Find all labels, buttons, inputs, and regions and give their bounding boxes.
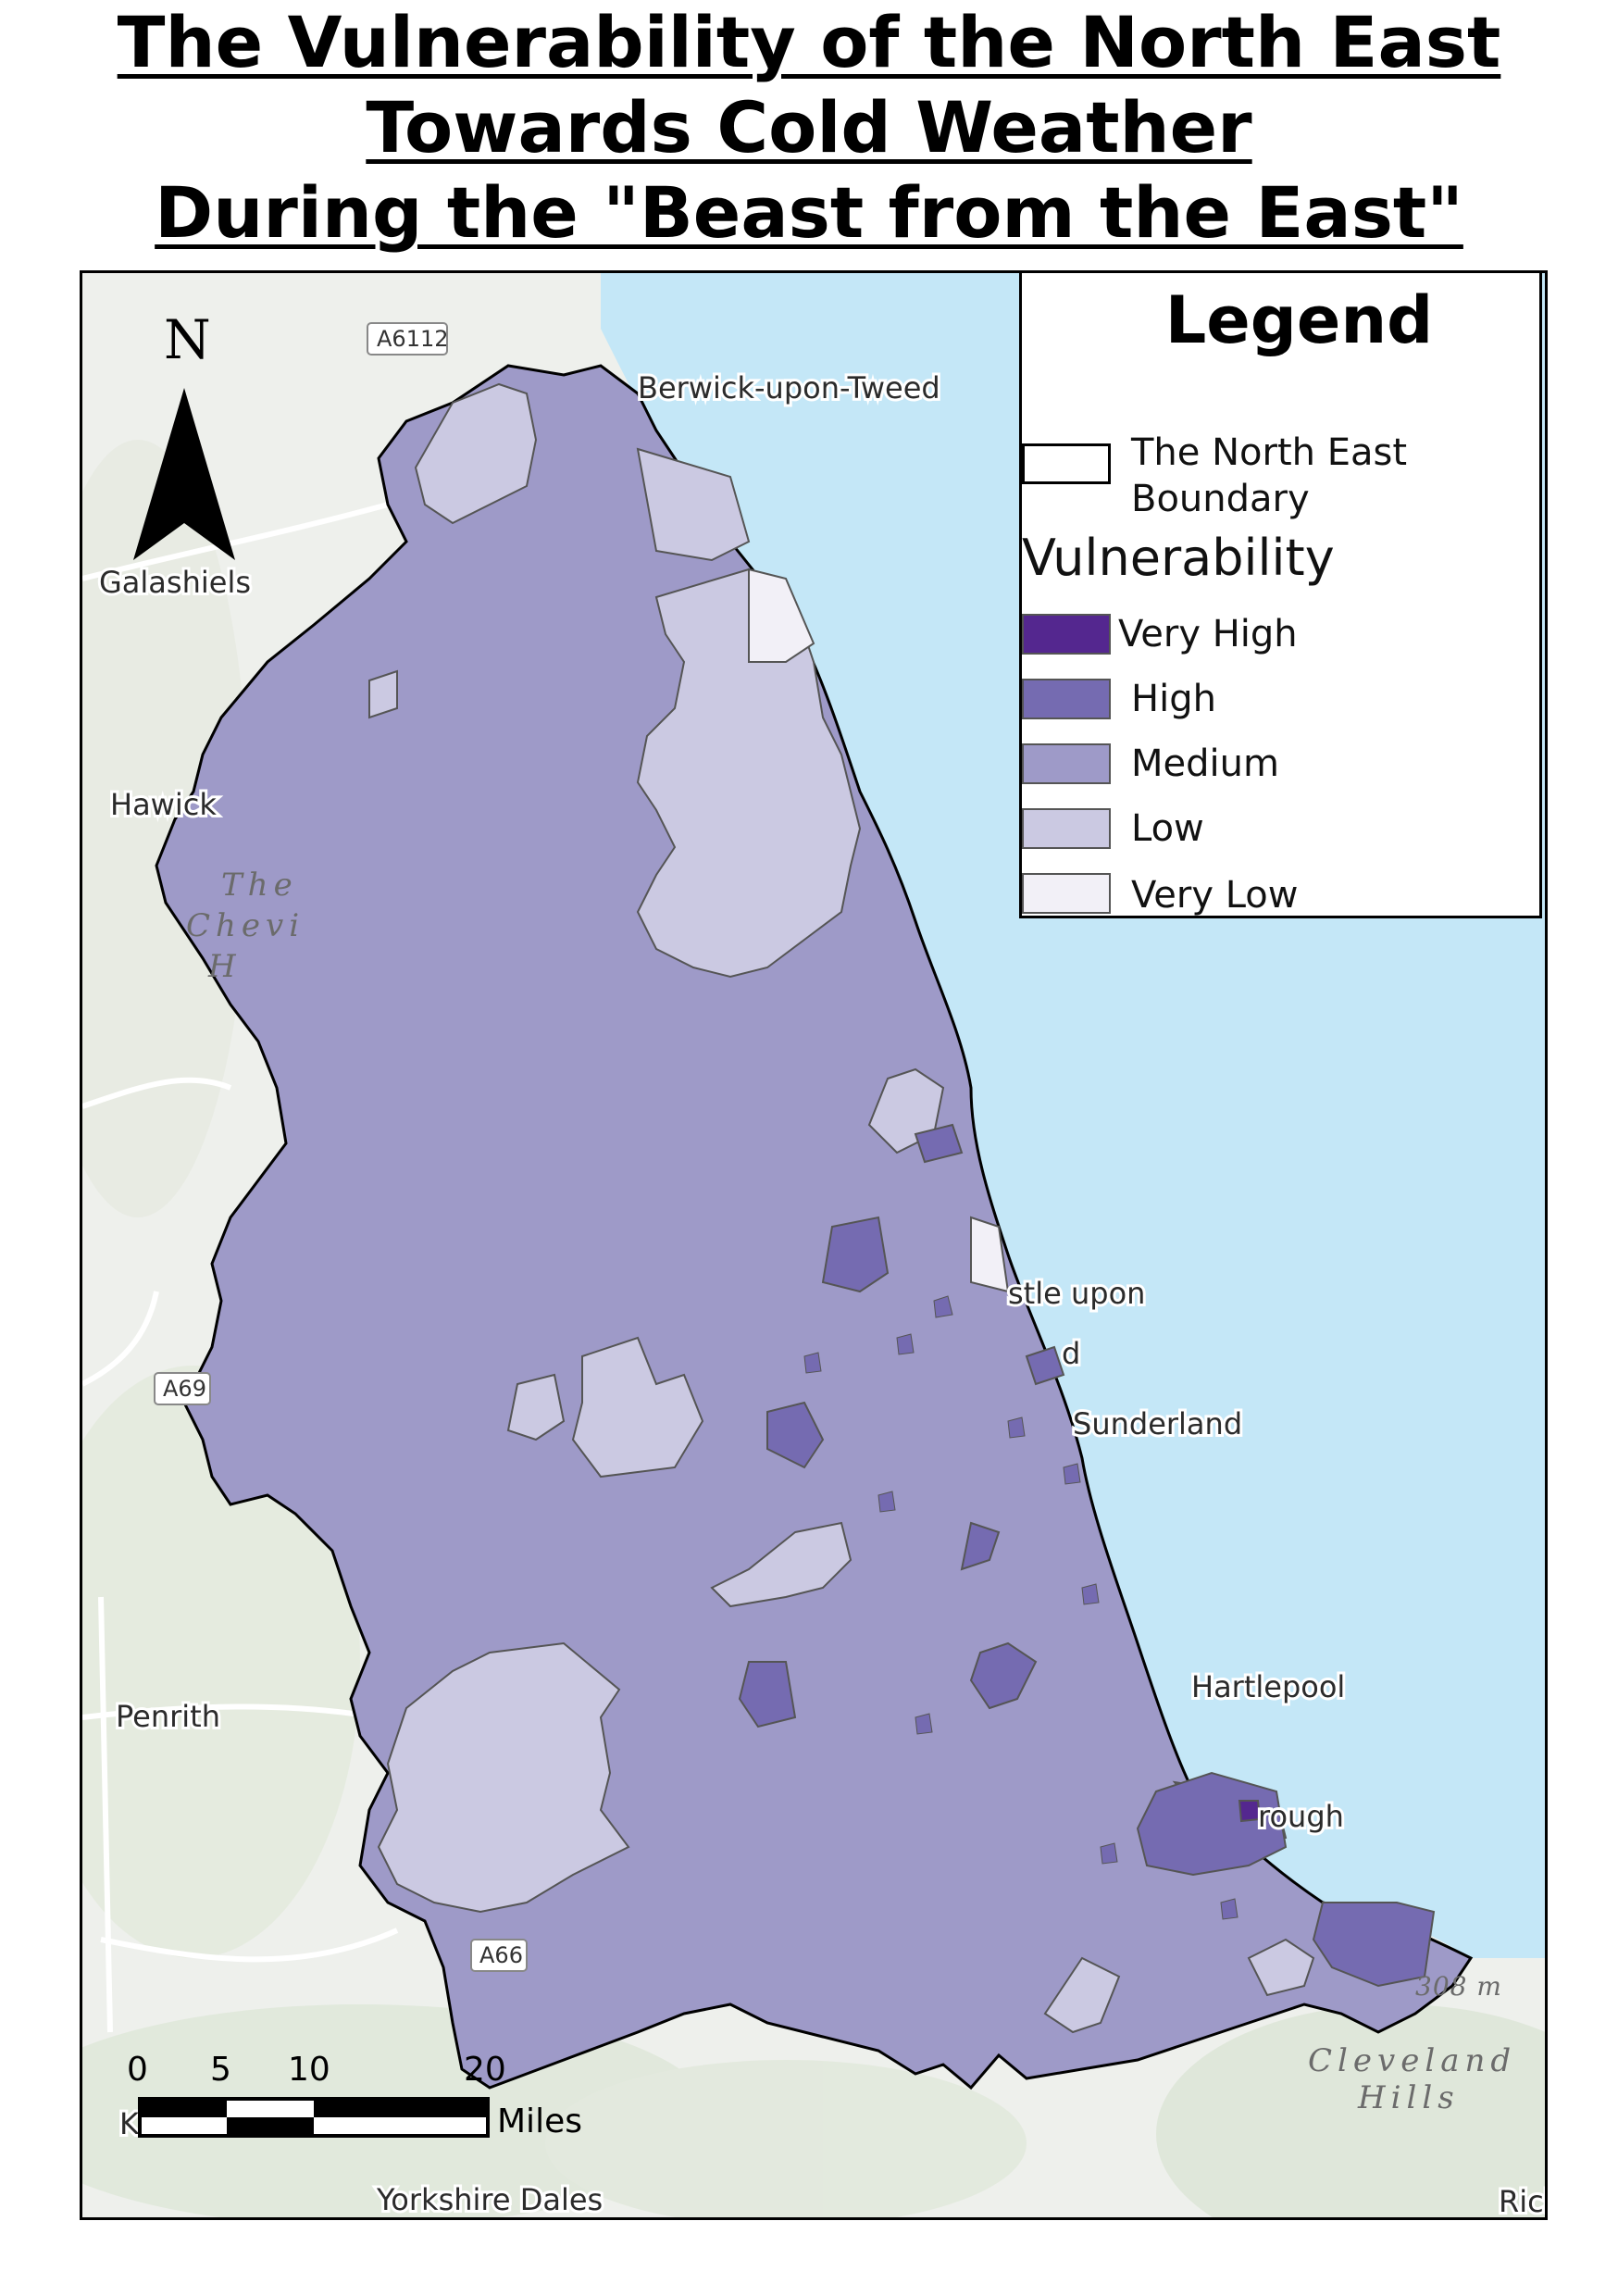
region-very-low[interactable] xyxy=(748,568,815,663)
scale-tick-10: 10 xyxy=(288,2051,330,2089)
region-low[interactable] xyxy=(1247,1938,1315,1997)
hill-label-hills: Hills xyxy=(1357,2079,1460,2116)
road-label-a6112: A6112 xyxy=(377,326,449,352)
region-high[interactable] xyxy=(766,1401,825,1469)
place-berwick: Berwick-upon-Tweed xyxy=(638,370,940,406)
scale-tick-0: 0 xyxy=(127,2051,148,2089)
place-partial-k: K xyxy=(119,2106,140,2141)
road-label-a66: A66 xyxy=(479,1942,523,1968)
region-high[interactable] xyxy=(960,1521,1001,1571)
basemap-labels: A6112 A69 A66 Berwick-upon-Tweed Galashi… xyxy=(96,322,1545,2217)
hill-label-yorkshire-dales: Yorkshire Dales xyxy=(376,2182,603,2217)
hill-label-chevi: Chevi xyxy=(186,907,305,944)
legend-label-very-high: Very High xyxy=(1118,613,1298,655)
region-low[interactable] xyxy=(506,1373,566,1441)
north-arrow: N xyxy=(133,308,235,560)
region-high[interactable] xyxy=(738,1661,797,1728)
north-arrow-label: N xyxy=(164,308,211,371)
legend-boundary-label-2: Boundary xyxy=(1131,478,1310,520)
basemap-roads xyxy=(82,502,399,2033)
place-sunderland: Sunderland xyxy=(1073,1406,1242,1441)
legend-label-very-low: Very Low xyxy=(1131,874,1299,917)
legend-item-high: High xyxy=(1022,678,1540,734)
small-area-specks xyxy=(803,1295,1238,1920)
region-very-high[interactable] xyxy=(1238,1800,1262,1823)
title-line-2: Towards Cold Weather xyxy=(366,86,1252,168)
title-line-3: During the "Beast from the East" xyxy=(155,171,1463,254)
region-low[interactable] xyxy=(571,1336,704,1479)
map-canvas[interactable]: A6112 A69 A66 Berwick-upon-Tweed Galashi… xyxy=(82,273,1545,2217)
legend: Legend The North East Boundary Vulnerabi… xyxy=(1019,270,1542,918)
legend-label-medium: Medium xyxy=(1131,742,1279,785)
region-low[interactable] xyxy=(414,382,538,525)
legend-label-high: High xyxy=(1131,678,1216,720)
scale-unit: Miles xyxy=(497,2103,582,2140)
map-title: The Vulnerability of the North East Towa… xyxy=(0,0,1618,256)
legend-label-low: Low xyxy=(1131,807,1204,850)
hill-label-the: The xyxy=(221,867,298,904)
legend-boundary-item: The North East Boundary xyxy=(1022,431,1540,520)
north-arrow-icon xyxy=(133,388,235,560)
legend-item-low: Low xyxy=(1022,807,1540,864)
region-high[interactable] xyxy=(1136,1771,1288,1877)
place-galashiels: Galashiels xyxy=(99,565,251,600)
place-newcastle-partial: stle upon xyxy=(1008,1276,1145,1311)
hill-label-cleveland: Cleveland xyxy=(1308,2042,1516,2079)
elevation-label: 308 m xyxy=(1415,1971,1502,2002)
legend-swatch-low xyxy=(1022,808,1111,849)
region-low[interactable] xyxy=(368,669,398,719)
region-low[interactable] xyxy=(710,1521,853,1608)
terrain-shading xyxy=(82,440,1545,2217)
region-low[interactable] xyxy=(636,447,751,562)
scale-tick-20: 20 xyxy=(464,2051,506,2089)
place-partial-rich: Rich xyxy=(1499,2184,1545,2217)
place-hartlepool: Hartlepool xyxy=(1191,1669,1345,1704)
region-low[interactable] xyxy=(636,568,862,979)
region-high[interactable] xyxy=(914,1123,964,1164)
map-frame[interactable]: A6112 A69 A66 Berwick-upon-Tweed Galashi… xyxy=(80,270,1548,2220)
legend-swatch-very-high xyxy=(1022,614,1111,655)
place-middlesbrough-partial: rough xyxy=(1258,1799,1344,1834)
legend-swatch-medium xyxy=(1022,743,1111,784)
legend-boundary-label-1: The North East xyxy=(1131,431,1408,474)
region-high[interactable] xyxy=(821,1216,890,1293)
place-hawick: Hawick xyxy=(110,787,217,822)
region-very-low[interactable] xyxy=(970,1216,1010,1293)
place-penrith: Penrith xyxy=(116,1699,220,1734)
region-high[interactable] xyxy=(969,1641,1038,1710)
region-high[interactable] xyxy=(1312,1902,1436,1988)
legend-item-medium: Medium xyxy=(1022,742,1540,799)
region-high[interactable] xyxy=(1025,1345,1065,1386)
legend-item-very-high: Very High xyxy=(1022,613,1540,669)
title-line-1: The Vulnerability of the North East xyxy=(117,1,1501,83)
legend-boundary-swatch xyxy=(1022,443,1111,484)
place-partial-d: d xyxy=(1062,1336,1080,1371)
hill-label-h: H xyxy=(207,948,242,985)
road-label-a69: A69 xyxy=(163,1376,206,1402)
legend-swatch-very-low xyxy=(1022,873,1111,914)
legend-vulnerability-heading: Vulnerability xyxy=(1022,529,1335,587)
north-east-region[interactable] xyxy=(155,364,1474,2090)
legend-item-very-low: Very Low xyxy=(1022,873,1540,929)
region-low[interactable] xyxy=(1043,1956,1121,2034)
scale-tick-5: 5 xyxy=(210,2051,231,2089)
legend-title: Legend xyxy=(1164,282,1434,358)
legend-swatch-high xyxy=(1022,679,1111,719)
scale-bar: 0 5 10 20 Miles xyxy=(127,2051,582,2140)
region-low[interactable] xyxy=(377,1641,630,1914)
